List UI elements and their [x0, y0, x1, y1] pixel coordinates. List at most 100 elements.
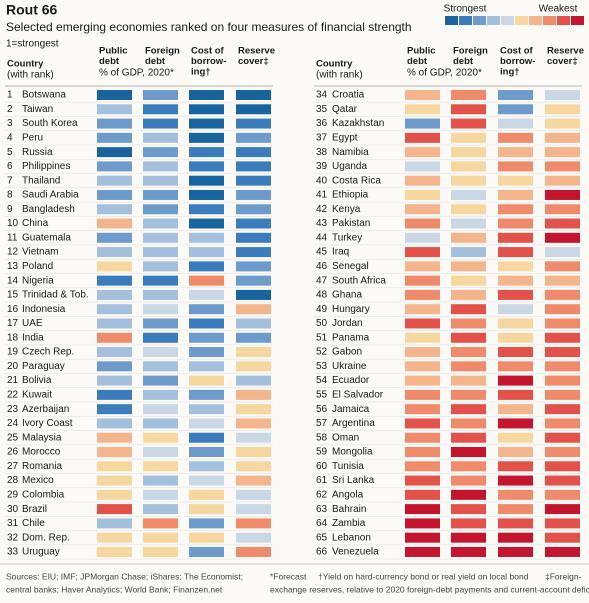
cell	[189, 304, 224, 315]
cell	[143, 404, 178, 415]
cell	[545, 347, 580, 358]
cell	[143, 432, 178, 443]
cell	[189, 532, 224, 543]
legend-swatch	[445, 16, 458, 25]
cell	[143, 90, 178, 100]
cell	[189, 504, 224, 515]
rank: 60	[316, 461, 328, 472]
country: Hungary	[332, 304, 370, 315]
rank: 9	[7, 204, 13, 215]
cell	[451, 475, 486, 486]
cell	[189, 132, 224, 143]
cell	[405, 418, 440, 429]
cell	[143, 175, 178, 186]
cell	[189, 318, 224, 329]
cell	[143, 118, 178, 129]
country: Paraguay	[22, 361, 65, 372]
cell	[236, 147, 271, 158]
country: El Salvador	[332, 390, 384, 401]
cell	[97, 447, 132, 457]
cell	[143, 304, 178, 315]
cell	[451, 132, 486, 143]
rank: 47	[316, 275, 328, 286]
rank: 62	[316, 489, 328, 500]
cell	[236, 461, 271, 472]
cell	[97, 375, 132, 386]
cell	[143, 532, 178, 543]
rank: 8	[7, 190, 13, 201]
cell	[143, 289, 178, 300]
country: Angola	[332, 489, 364, 500]
rank: 40	[316, 175, 328, 186]
cell	[97, 504, 132, 515]
cell	[236, 432, 271, 443]
cell	[498, 204, 533, 215]
country: Tunisia	[332, 461, 364, 472]
rank: 26	[7, 447, 19, 458]
cell	[498, 532, 533, 543]
cell	[189, 118, 224, 129]
cell	[236, 418, 271, 429]
country: Iraq	[332, 247, 349, 258]
country: Kuwait	[22, 390, 52, 401]
rank: 19	[7, 347, 19, 358]
country: Bolivia	[22, 375, 52, 386]
cell	[236, 489, 271, 500]
cell	[189, 475, 224, 486]
cell	[143, 518, 178, 529]
cell	[498, 461, 533, 472]
cell	[97, 418, 132, 429]
country: Qatar	[332, 104, 358, 115]
country: Namibia	[332, 147, 369, 158]
rank: 54	[316, 375, 328, 386]
cell	[143, 475, 178, 486]
country: Nigeria	[22, 275, 54, 286]
country: Trinidad & Tob.	[22, 290, 89, 301]
cell	[236, 332, 271, 343]
cell	[498, 418, 533, 429]
cell	[405, 247, 440, 258]
cell	[189, 261, 224, 272]
country: Saudi Arabia	[22, 190, 79, 201]
cell	[498, 289, 533, 300]
cell	[143, 546, 178, 557]
legend-swatch	[473, 16, 486, 25]
cell	[498, 347, 533, 358]
country: Gabon	[332, 347, 362, 358]
cell	[236, 504, 271, 515]
cell	[189, 175, 224, 186]
column-header: Reserve	[238, 46, 275, 57]
cell	[545, 275, 580, 286]
cell	[545, 189, 580, 200]
note: 1=strongest	[6, 39, 59, 50]
rank: 21	[7, 375, 19, 386]
country: Costa Rica	[332, 175, 381, 186]
cell	[405, 461, 440, 472]
cell	[451, 189, 486, 200]
cell	[405, 304, 440, 315]
cell	[97, 475, 132, 486]
country: Peru	[22, 132, 43, 143]
cell	[189, 447, 224, 457]
country: Ecuador	[332, 375, 370, 386]
cell	[236, 389, 271, 400]
column-header: ing†	[500, 67, 520, 78]
cell	[189, 432, 224, 443]
rank: 12	[7, 247, 19, 258]
country: Egypt	[332, 132, 358, 143]
chart-subtitle: Selected emerging economies ranked on fo…	[6, 20, 412, 34]
cell	[405, 218, 440, 229]
country: Senegal	[332, 261, 369, 272]
rank: 30	[7, 504, 19, 515]
country: China	[22, 218, 49, 229]
rank: 28	[7, 475, 19, 486]
cell	[143, 389, 178, 400]
cell	[97, 232, 132, 243]
country: Oman	[332, 432, 359, 443]
cell	[498, 90, 533, 100]
cell	[189, 90, 224, 100]
rank: 27	[7, 461, 19, 472]
cell	[97, 247, 132, 258]
cell	[498, 161, 533, 172]
